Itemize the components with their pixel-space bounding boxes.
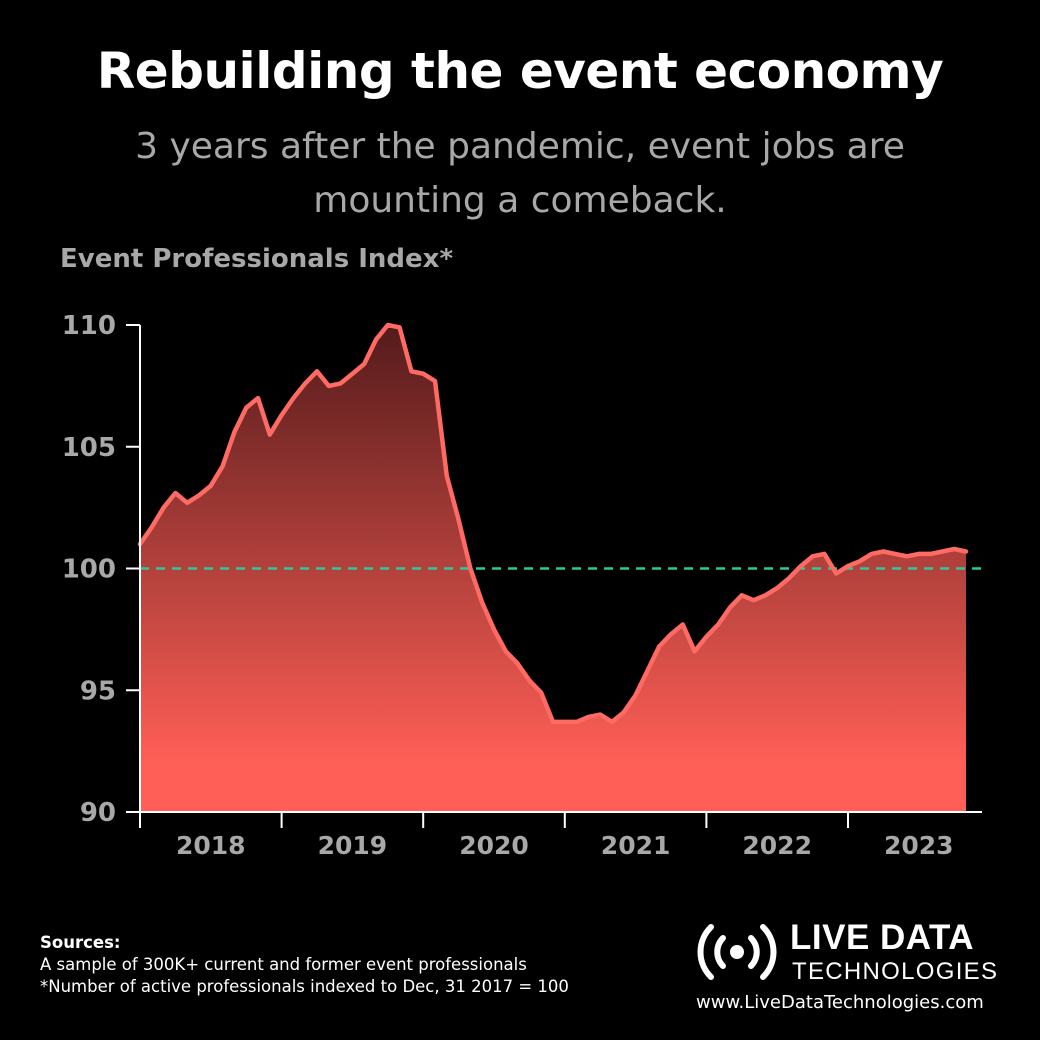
subtitle-line-2: mounting a comeback. [313, 180, 727, 221]
page-subtitle: 3 years after the pandemic, event jobs a… [0, 120, 1040, 228]
sources-title: Sources: [40, 933, 121, 952]
sources-note: Sources: A sample of 300K+ current and f… [40, 932, 569, 998]
brand-name-line-1: LIVE DATA [790, 918, 975, 957]
y-tick-label: 110 [62, 311, 116, 341]
x-tick-label: 2020 [459, 831, 529, 860]
index-area-chart: 90 95 100 105 110 2018 2019 2020 2021 2022 2023 [62, 311, 986, 860]
chart-title: Event Professionals Index* [60, 244, 454, 274]
sources-line-1: A sample of 300K+ current and former eve… [40, 955, 527, 974]
broadcast-icon [697, 924, 777, 980]
sources-line-2: *Number of active professionals indexed … [40, 977, 569, 996]
brand-logo: LIVE DATA TECHNOLOGIES www.LiveDataTechn… [696, 918, 1016, 1018]
series-line [137, 322, 969, 725]
series-area-fill [140, 325, 966, 812]
y-tick-label: 105 [62, 433, 116, 463]
brand-name-line-2: TECHNOLOGIES [792, 958, 999, 985]
x-tick-label: 2023 [884, 831, 954, 860]
y-tick-label: 90 [80, 798, 116, 828]
x-tick-label: 2021 [601, 831, 671, 860]
brand-url: www.LiveDataTechnologies.com [696, 992, 984, 1013]
subtitle-line-1: 3 years after the pandemic, event jobs a… [135, 126, 905, 167]
x-tick-label: 2019 [318, 831, 388, 860]
x-tick-label: 2018 [176, 831, 246, 860]
y-tick-label: 95 [80, 676, 116, 706]
x-tick-label: 2022 [742, 831, 812, 860]
page-title: Rebuilding the event economy [96, 42, 944, 100]
y-tick-label: 100 [62, 555, 116, 585]
